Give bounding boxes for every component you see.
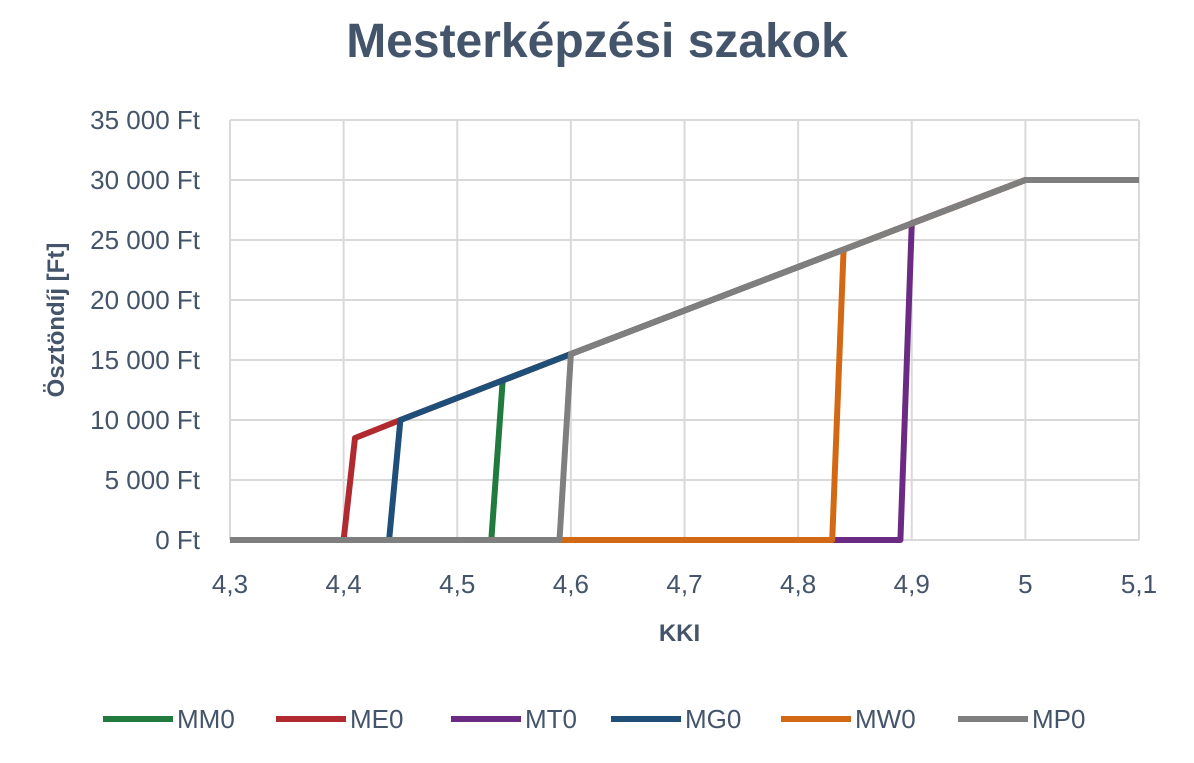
x-tick-label: 4,8	[780, 569, 816, 599]
legend-label: MP0	[1032, 704, 1085, 734]
x-axis-label: KKI	[659, 620, 700, 647]
legend-label: MT0	[525, 704, 577, 734]
legend-label: MM0	[177, 704, 235, 734]
y-tick-label: 0 Ft	[155, 525, 201, 555]
x-tick-label: 5,1	[1121, 569, 1157, 599]
x-tick-label: 4,6	[553, 569, 589, 599]
x-tick-label: 4,9	[894, 569, 930, 599]
y-tick-label: 5 000 Ft	[105, 465, 201, 495]
chart-title: Mesterképzési szakok	[346, 15, 848, 68]
series-line-mp0	[230, 177, 1139, 543]
x-tick-label: 5	[1018, 569, 1032, 599]
y-tick-label: 15 000 Ft	[90, 345, 201, 375]
y-tick-label: 10 000 Ft	[90, 405, 201, 435]
y-tick-label: 20 000 Ft	[90, 285, 201, 315]
legend-label: ME0	[350, 704, 403, 734]
legend-label: MG0	[685, 704, 741, 734]
x-tick-label: 4,4	[326, 569, 362, 599]
y-tick-label: 30 000 Ft	[90, 165, 201, 195]
y-axis-label: Ösztöndíj [Ft]	[43, 243, 70, 398]
legend-label: MW0	[855, 704, 916, 734]
y-tick-label: 35 000 Ft	[90, 105, 201, 135]
y-tick-label: 25 000 Ft	[90, 225, 201, 255]
x-tick-label: 4,5	[439, 569, 475, 599]
x-tick-label: 4,7	[666, 569, 702, 599]
x-tick-label: 4,3	[212, 569, 248, 599]
